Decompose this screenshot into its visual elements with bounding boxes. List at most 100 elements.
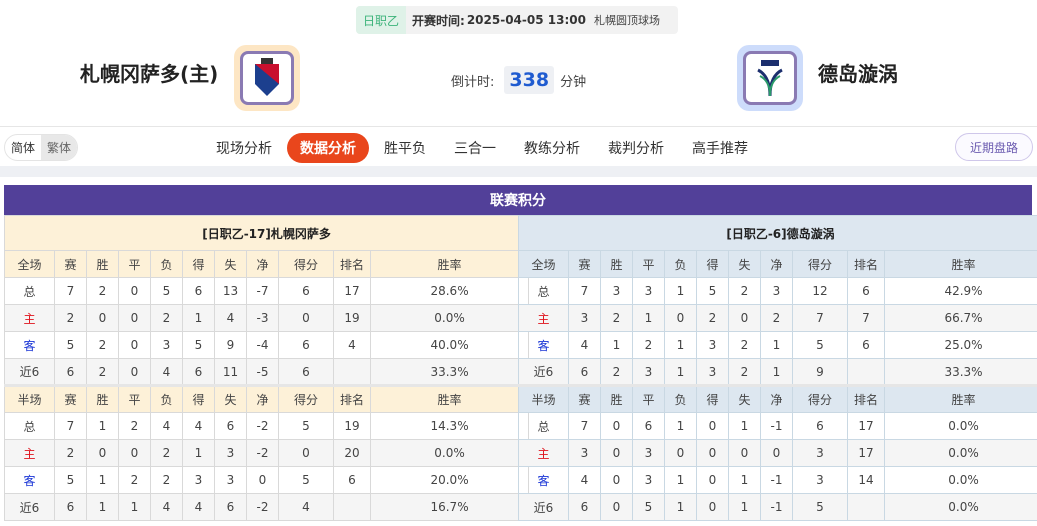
language-toggle[interactable]: 简体 繁体 <box>4 134 79 161</box>
tab-coach-analysis[interactable]: 教练分析 <box>524 141 580 157</box>
cell: 7 <box>54 412 87 440</box>
cell: 2 <box>54 439 87 467</box>
away-team-name[interactable]: 德岛漩涡 <box>818 62 898 86</box>
cell: 4 <box>150 412 183 440</box>
recent-odds-button[interactable]: 近期盘路 <box>954 133 1033 161</box>
cell: 0 <box>600 493 633 521</box>
column-header: 净 <box>760 250 793 278</box>
cell: 66.7% <box>884 304 1037 332</box>
cell: 6 <box>214 412 247 440</box>
cell: 2 <box>86 358 119 386</box>
row-label: 近6 <box>518 493 569 521</box>
cell: 1 <box>182 439 215 467</box>
cell: 3 <box>792 466 848 494</box>
column-header: 平 <box>118 250 151 278</box>
cell: 2 <box>728 277 761 305</box>
lang-traditional[interactable]: 繁体 <box>41 135 78 160</box>
cell: 3 <box>632 358 665 386</box>
tab-data-analysis[interactable]: 数据分析 <box>287 133 369 163</box>
away-crest-icon[interactable] <box>737 45 803 111</box>
column-header: 得 <box>182 250 215 278</box>
cell: 3 <box>760 277 793 305</box>
cell: 4 <box>150 358 183 386</box>
column-header: 净 <box>246 250 279 278</box>
cell: 3 <box>214 439 247 467</box>
tab-live-analysis[interactable]: 现场分析 <box>216 141 272 157</box>
row-label: 主 <box>4 439 55 467</box>
header-row: 半场赛胜平负得失净得分 排名 胜率 <box>4 384 530 413</box>
cell: 0 <box>118 439 151 467</box>
cell: 1 <box>182 304 215 332</box>
table-row: 客 5 1 2 2 3 3 0 5 6 20.0% <box>4 466 530 494</box>
cell: 42.9% <box>884 277 1037 305</box>
column-header: 胜 <box>600 250 633 278</box>
column-header: 半场 <box>518 384 569 413</box>
cell: 0 <box>696 493 729 521</box>
cell: 3 <box>792 439 848 467</box>
column-header: 负 <box>150 384 183 413</box>
column-header: 胜 <box>86 384 119 413</box>
countdown-label: 倒计时: <box>451 74 495 90</box>
match-info-bar: 日职乙 开赛时间: 2025-04-05 13:00 札幌圆顶球场 <box>356 6 678 34</box>
away-standings-table: [日职乙-6]德岛漩涡 全场赛胜平负得失净得分 排名 胜率总 7 3 3 1 5 2 3 12 6 42.… <box>518 215 1037 521</box>
column-header: 失 <box>728 384 761 413</box>
column-header: 得分 <box>278 384 334 413</box>
cell: 6 <box>54 358 87 386</box>
home-crest-icon[interactable] <box>234 45 300 111</box>
cell: 1 <box>728 466 761 494</box>
column-header: 失 <box>728 250 761 278</box>
column-header: 胜率 <box>369 384 530 413</box>
cell: 5 <box>150 277 183 305</box>
cell: 0 <box>696 439 729 467</box>
cell: 3 <box>568 304 601 332</box>
cell: 0 <box>760 439 793 467</box>
cell: -3 <box>246 304 279 332</box>
table-row: 主 3 0 3 0 0 0 0 3 17 0.0% <box>518 439 1037 467</box>
venue: 札幌圆顶球场 <box>593 14 660 27</box>
column-header: 胜率 <box>369 250 530 278</box>
column-header: 负 <box>664 250 697 278</box>
cell: 0 <box>696 466 729 494</box>
table-row: 主 3 2 1 0 2 0 2 7 7 66.7% <box>518 304 1037 332</box>
cell: 4 <box>568 331 601 359</box>
column-header: 排名 <box>333 384 371 413</box>
cell: 11 <box>214 358 247 386</box>
analysis-tabs: 现场分析 数据分析 胜平负 三合一 教练分析 裁判分析 高手推荐 <box>203 133 763 163</box>
cell: 19 <box>333 412 371 440</box>
cell: 1 <box>664 277 697 305</box>
cell: 13 <box>214 277 247 305</box>
cell: 4 <box>568 466 601 494</box>
tab-expert-picks[interactable]: 高手推荐 <box>692 141 748 157</box>
table-row: 近6 6 1 1 4 4 6 -2 4 16.7% <box>4 493 530 521</box>
tab-referee-analysis[interactable]: 裁判分析 <box>608 141 664 157</box>
cell: 5 <box>792 493 848 521</box>
kickoff-label: 开赛时间: <box>412 13 465 28</box>
lang-simplified[interactable]: 简体 <box>11 141 36 155</box>
table-row: 主 2 0 0 2 1 4 -3 0 19 0.0% <box>4 304 530 332</box>
cell: 0 <box>118 358 151 386</box>
cell: 33.3% <box>369 358 530 386</box>
cell: -2 <box>246 412 279 440</box>
column-header: 得 <box>182 384 215 413</box>
column-header: 得 <box>696 250 729 278</box>
cell: 6 <box>214 493 247 521</box>
tab-1x2[interactable]: 胜平负 <box>384 141 426 157</box>
column-header: 赛 <box>54 384 87 413</box>
home-standings-table: [日职乙-17]札幌冈萨多 全场赛胜平负得失净得分 排名 胜率总 7 2 0 5 6 13 -7 6 1… <box>3 215 530 521</box>
column-header: 净 <box>760 384 793 413</box>
cell: 0 <box>86 439 119 467</box>
cell: 6 <box>333 466 371 494</box>
home-team-name[interactable]: 札幌冈萨多(主) <box>80 62 219 86</box>
table-row: 客 4 0 3 1 0 1 -1 3 14 0.0% <box>518 466 1037 494</box>
cell: 1 <box>728 493 761 521</box>
cell: 7 <box>568 412 601 440</box>
cell: 3 <box>568 439 601 467</box>
tab-three-in-one[interactable]: 三合一 <box>454 141 496 157</box>
table-row: 近6 6 2 0 4 6 11 -5 6 33.3% <box>4 358 530 386</box>
cell <box>847 358 885 386</box>
league-badge[interactable]: 日职乙 <box>356 6 407 34</box>
countdown-value: 338 <box>504 66 555 94</box>
cell: 3 <box>214 466 247 494</box>
cell: 20.0% <box>369 466 530 494</box>
cell: 4 <box>182 493 215 521</box>
